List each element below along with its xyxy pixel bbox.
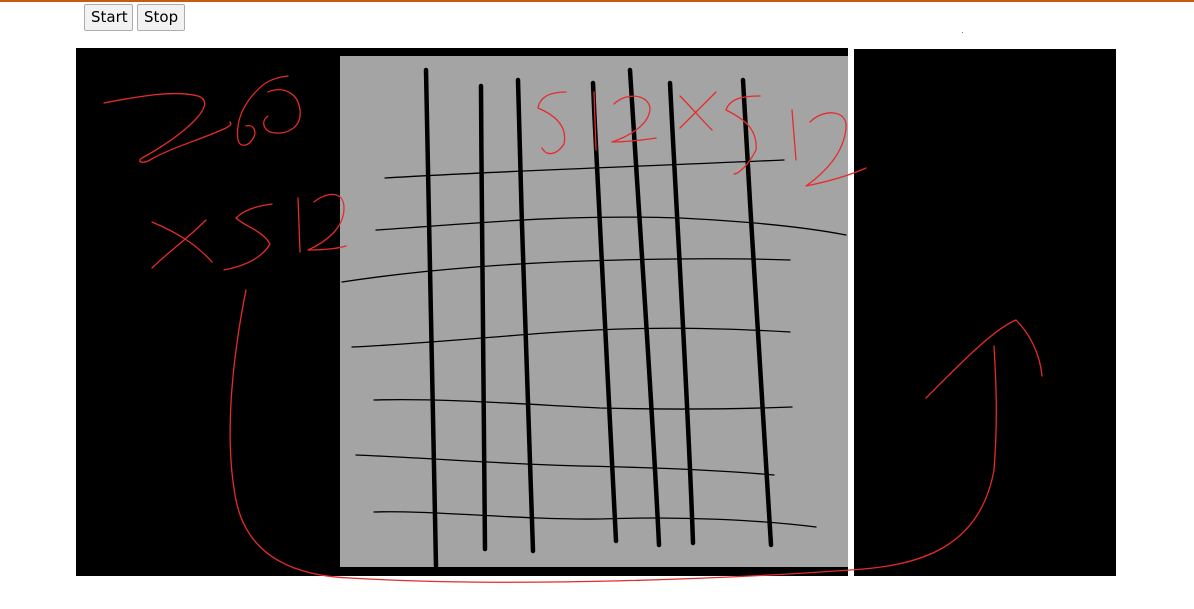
vertical-grid-lines xyxy=(423,67,774,569)
stray-pixel xyxy=(962,32,963,33)
top-accent-border xyxy=(0,0,1194,2)
frame-divider xyxy=(848,48,854,576)
stop-button[interactable]: Stop xyxy=(137,4,185,31)
right-video-frame xyxy=(854,49,1116,576)
red-annotations xyxy=(103,75,1043,583)
start-button[interactable]: Start xyxy=(84,4,133,31)
grid-image xyxy=(340,48,854,576)
